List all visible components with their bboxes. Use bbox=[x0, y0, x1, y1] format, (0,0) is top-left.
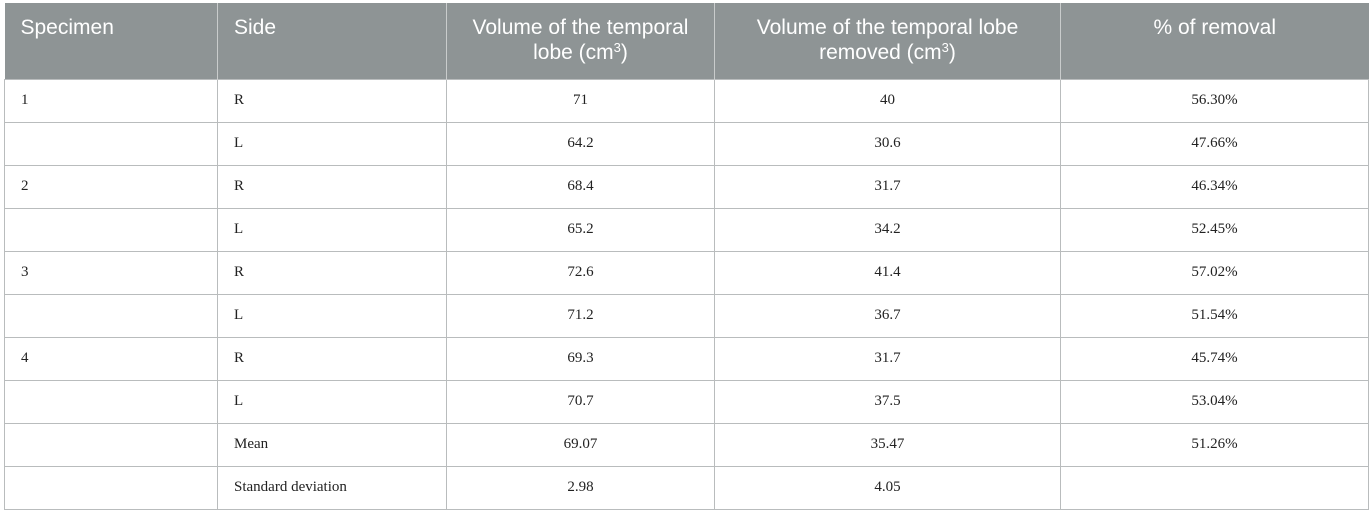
header-removed-text: Volume of the temporal lobe removed (cm bbox=[756, 16, 1019, 64]
cell-specimen: 2 bbox=[4, 164, 218, 209]
cell-specimen bbox=[4, 465, 218, 510]
cell-removed: 35.47 bbox=[714, 422, 1061, 467]
cell-removed: 4.05 bbox=[714, 465, 1061, 510]
cell-side: Standard deviation bbox=[217, 465, 447, 510]
cell-removed: 34.2 bbox=[714, 207, 1061, 252]
cell-removed: 30.6 bbox=[714, 121, 1061, 166]
cell-volume: 65.2 bbox=[446, 207, 715, 252]
cell-percent: 51.26% bbox=[1060, 422, 1369, 467]
header-volume: Volume of the temporal lobe (cm3) bbox=[446, 3, 715, 79]
cell-side: L bbox=[217, 207, 447, 252]
header-removal-percent: % of removal bbox=[1060, 3, 1369, 79]
cell-volume: 71.2 bbox=[446, 293, 715, 338]
table-row-mean: Mean 69.07 35.47 51.26% bbox=[4, 422, 1369, 467]
cell-side: R bbox=[217, 336, 447, 381]
cell-volume: 64.2 bbox=[446, 121, 715, 166]
cell-specimen bbox=[4, 379, 218, 424]
table-body: 1 R 71 40 56.30% L 64.2 30.6 47.66% 2 R … bbox=[4, 78, 1369, 510]
table-row: L 65.2 34.2 52.45% bbox=[4, 207, 1369, 252]
cell-specimen: 4 bbox=[4, 336, 218, 381]
header-removed-close: ) bbox=[948, 41, 956, 64]
cell-side: L bbox=[217, 379, 447, 424]
table-row: 1 R 71 40 56.30% bbox=[4, 78, 1369, 123]
table-container: Specimen Side Volume of the temporal lob… bbox=[4, 3, 1369, 510]
cell-percent bbox=[1060, 465, 1369, 510]
table-row: L 64.2 30.6 47.66% bbox=[4, 121, 1369, 166]
cell-specimen bbox=[4, 121, 218, 166]
header-specimen: Specimen bbox=[4, 3, 218, 79]
cell-side: L bbox=[217, 121, 447, 166]
cell-volume: 68.4 bbox=[446, 164, 715, 209]
header-row: Specimen Side Volume of the temporal lob… bbox=[4, 3, 1369, 79]
cell-percent: 52.45% bbox=[1060, 207, 1369, 252]
cell-side: R bbox=[217, 164, 447, 209]
header-volume-close: ) bbox=[620, 41, 628, 64]
header-volume-text: Volume of the temporal lobe (cm bbox=[472, 16, 689, 64]
cell-removed: 36.7 bbox=[714, 293, 1061, 338]
cell-volume: 72.6 bbox=[446, 250, 715, 295]
cell-percent: 53.04% bbox=[1060, 379, 1369, 424]
table-row: L 70.7 37.5 53.04% bbox=[4, 379, 1369, 424]
cell-volume: 69.3 bbox=[446, 336, 715, 381]
cell-volume: 70.7 bbox=[446, 379, 715, 424]
cell-percent: 45.74% bbox=[1060, 336, 1369, 381]
cell-specimen bbox=[4, 207, 218, 252]
cell-removed: 31.7 bbox=[714, 336, 1061, 381]
cell-removed: 37.5 bbox=[714, 379, 1061, 424]
table-row: 3 R 72.6 41.4 57.02% bbox=[4, 250, 1369, 295]
cell-specimen: 3 bbox=[4, 250, 218, 295]
temporal-lobe-volume-table: Specimen Side Volume of the temporal lob… bbox=[4, 3, 1369, 510]
cell-side: L bbox=[217, 293, 447, 338]
cell-percent: 46.34% bbox=[1060, 164, 1369, 209]
header-volume-removed: Volume of the temporal lobe removed (cm3… bbox=[714, 3, 1061, 79]
table-row: L 71.2 36.7 51.54% bbox=[4, 293, 1369, 338]
cell-specimen bbox=[4, 293, 218, 338]
table-row: 4 R 69.3 31.7 45.74% bbox=[4, 336, 1369, 381]
cell-specimen bbox=[4, 422, 218, 467]
table-header: Specimen Side Volume of the temporal lob… bbox=[4, 3, 1369, 79]
cell-side: Mean bbox=[217, 422, 447, 467]
cell-percent: 57.02% bbox=[1060, 250, 1369, 295]
table-row: 2 R 68.4 31.7 46.34% bbox=[4, 164, 1369, 209]
cell-side: R bbox=[217, 250, 447, 295]
table-row-standard-deviation: Standard deviation 2.98 4.05 bbox=[4, 465, 1369, 510]
cell-side: R bbox=[217, 78, 447, 123]
cell-specimen: 1 bbox=[4, 78, 218, 123]
cell-removed: 40 bbox=[714, 78, 1061, 123]
cell-percent: 56.30% bbox=[1060, 78, 1369, 123]
cell-volume: 2.98 bbox=[446, 465, 715, 510]
header-volume-superscript: 3 bbox=[613, 40, 621, 55]
cell-volume: 71 bbox=[446, 78, 715, 123]
cell-volume: 69.07 bbox=[446, 422, 715, 467]
cell-removed: 41.4 bbox=[714, 250, 1061, 295]
header-removed-superscript: 3 bbox=[941, 40, 949, 55]
header-side: Side bbox=[217, 3, 447, 79]
cell-percent: 51.54% bbox=[1060, 293, 1369, 338]
cell-removed: 31.7 bbox=[714, 164, 1061, 209]
cell-percent: 47.66% bbox=[1060, 121, 1369, 166]
